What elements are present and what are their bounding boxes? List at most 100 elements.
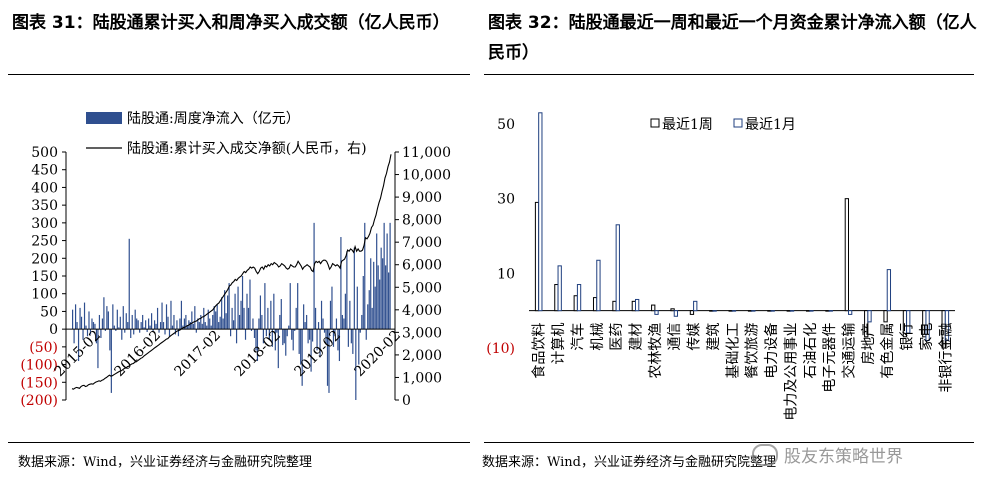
category-bar xyxy=(809,310,814,312)
right-axis-tick-label: 1,000 xyxy=(402,370,442,386)
weekly-bar xyxy=(198,322,200,330)
weekly-bar xyxy=(106,306,108,330)
weekly-bar xyxy=(340,237,342,330)
weekly-bar xyxy=(158,329,160,333)
category-bar xyxy=(712,310,717,312)
category-label: 通信 xyxy=(667,323,683,351)
weekly-bar xyxy=(237,286,239,330)
left-chart-legend: 陆股通:周度净流入（亿元） 陆股通:累计买入成交净额(人民币，右) xyxy=(86,111,367,157)
category-bar xyxy=(848,310,853,315)
right-axis-tick-label: 0 xyxy=(402,393,411,409)
weekly-bar xyxy=(350,329,352,344)
weekly-bar xyxy=(73,329,75,344)
weekly-bar xyxy=(341,314,344,330)
legend-month-swatch xyxy=(733,118,743,128)
category-bar xyxy=(635,298,640,312)
weekly-bar xyxy=(140,322,142,330)
weekly-bar xyxy=(356,286,358,330)
weekly-bar xyxy=(307,329,309,344)
wechat-icon xyxy=(752,443,778,466)
weekly-bar xyxy=(121,329,123,340)
weekly-bar xyxy=(131,314,133,330)
weekly-bar xyxy=(83,302,86,330)
weekly-bar xyxy=(143,327,145,330)
weekly-bar xyxy=(165,304,168,330)
left-axis-tick-label: 250 xyxy=(31,234,58,250)
weekly-bar xyxy=(319,329,321,358)
x-tick-label: 2017-02 xyxy=(172,328,224,380)
weekly-bar xyxy=(122,306,124,330)
weekly-bar xyxy=(377,265,379,330)
weekly-bar xyxy=(264,283,266,330)
weekly-bar xyxy=(206,325,208,330)
weekly-bar xyxy=(316,329,318,351)
category-label: 非银行金融 xyxy=(938,323,954,393)
weekly-bar xyxy=(146,329,148,332)
left-axis-tick-label: 150 xyxy=(31,269,58,285)
category-bar xyxy=(673,310,679,317)
watermark: 股友东策略世界 xyxy=(752,442,903,467)
weekly-bar xyxy=(74,304,77,330)
category-label: 石油石化 xyxy=(803,323,819,379)
category-bar xyxy=(731,310,737,312)
weekly-bar xyxy=(240,300,242,330)
weekly-bar xyxy=(328,329,330,393)
legend-bar-swatch xyxy=(86,112,122,124)
weekly-bar xyxy=(241,276,244,330)
legend-week-swatch xyxy=(650,118,660,128)
weekly-bar xyxy=(224,290,226,330)
left-axis-tick-label: 500 xyxy=(31,145,58,161)
right-axis-tick-label: 6,000 xyxy=(402,258,442,274)
weekly-bar xyxy=(338,329,341,362)
weekly-bar xyxy=(194,306,196,330)
weekly-bar xyxy=(137,320,139,330)
right-chart: 最近1周 最近1月 50 30 10 (10) 食品饮料 计算机 汽车 机械 医药 建材 农林牧渔… xyxy=(486,112,955,421)
weekly-bar xyxy=(176,320,178,330)
weekly-bar xyxy=(230,329,232,337)
weekly-bar xyxy=(331,286,333,330)
category-bar xyxy=(925,310,930,342)
right-chart-legend: 最近1周 最近1月 xyxy=(650,117,796,133)
category-label: 汽车 xyxy=(569,323,586,351)
weekly-bar xyxy=(82,329,84,340)
weekly-bar xyxy=(374,286,376,330)
weekly-bar xyxy=(231,307,233,330)
weekly-bar xyxy=(170,300,172,330)
right-title-rule xyxy=(484,74,974,75)
weekly-bar xyxy=(225,313,227,330)
weekly-bar xyxy=(382,258,384,330)
right-axis-tick-label: 7,000 xyxy=(402,235,442,251)
category-bar xyxy=(689,310,695,315)
weekly-bar xyxy=(204,322,206,330)
category-bar xyxy=(751,310,756,312)
weekly-bar xyxy=(228,283,230,330)
weekly-bar xyxy=(365,329,367,340)
weekly-bar xyxy=(89,329,92,335)
category-label: 电力设备 xyxy=(763,323,780,379)
weekly-bar xyxy=(234,293,236,330)
left-axis-tick-label: 0 xyxy=(49,322,58,338)
category-label: 传媒 xyxy=(687,323,703,351)
weekly-bar xyxy=(238,314,241,330)
weekly-bar xyxy=(346,251,348,330)
weekly-bar xyxy=(179,318,181,330)
weekly-bar xyxy=(195,329,197,333)
weekly-bar xyxy=(76,322,78,330)
right-axis-tick-label: 9,000 xyxy=(402,190,442,206)
weekly-bar xyxy=(380,247,382,330)
weekly-bar xyxy=(246,293,248,330)
category-label: 食品饮料 xyxy=(531,323,548,379)
weekly-bar xyxy=(94,323,96,330)
weekly-bar xyxy=(249,279,251,330)
right-axis-tick-label: 2,000 xyxy=(402,348,442,364)
weekly-bar xyxy=(282,329,284,346)
weekly-bar xyxy=(303,304,305,330)
weekly-bar xyxy=(355,329,357,400)
left-axis-tick-label: 300 xyxy=(31,216,58,232)
weekly-bar xyxy=(243,307,245,330)
category-bar xyxy=(828,310,833,312)
weekly-bar xyxy=(162,322,165,330)
weekly-bar xyxy=(164,329,166,335)
weekly-bar xyxy=(373,261,375,330)
weekly-bar xyxy=(267,307,269,330)
